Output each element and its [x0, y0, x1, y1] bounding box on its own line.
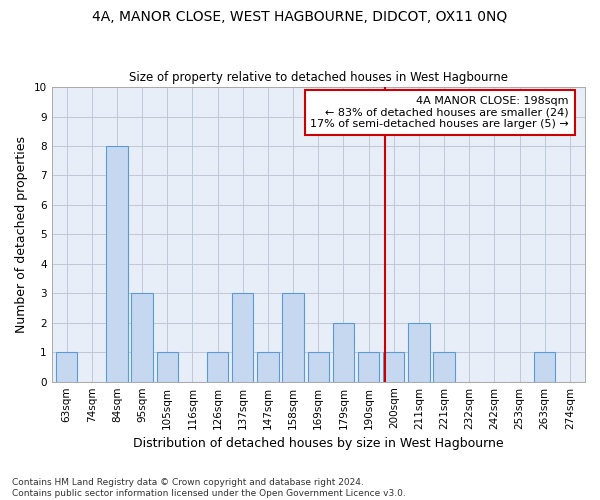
Text: 4A, MANOR CLOSE, WEST HAGBOURNE, DIDCOT, OX11 0NQ: 4A, MANOR CLOSE, WEST HAGBOURNE, DIDCOT,…: [92, 10, 508, 24]
Bar: [333, 323, 354, 382]
Bar: [358, 352, 379, 382]
Bar: [383, 352, 404, 382]
Title: Size of property relative to detached houses in West Hagbourne: Size of property relative to detached ho…: [129, 72, 508, 85]
Bar: [106, 146, 128, 382]
Bar: [56, 352, 77, 382]
Text: Contains HM Land Registry data © Crown copyright and database right 2024.
Contai: Contains HM Land Registry data © Crown c…: [12, 478, 406, 498]
Bar: [157, 352, 178, 382]
Y-axis label: Number of detached properties: Number of detached properties: [15, 136, 28, 333]
Bar: [433, 352, 455, 382]
Bar: [408, 323, 430, 382]
Bar: [131, 294, 153, 382]
Text: 4A MANOR CLOSE: 198sqm
← 83% of detached houses are smaller (24)
17% of semi-det: 4A MANOR CLOSE: 198sqm ← 83% of detached…: [310, 96, 569, 129]
Bar: [534, 352, 556, 382]
X-axis label: Distribution of detached houses by size in West Hagbourne: Distribution of detached houses by size …: [133, 437, 503, 450]
Bar: [308, 352, 329, 382]
Bar: [257, 352, 278, 382]
Bar: [232, 294, 253, 382]
Bar: [207, 352, 229, 382]
Bar: [283, 294, 304, 382]
